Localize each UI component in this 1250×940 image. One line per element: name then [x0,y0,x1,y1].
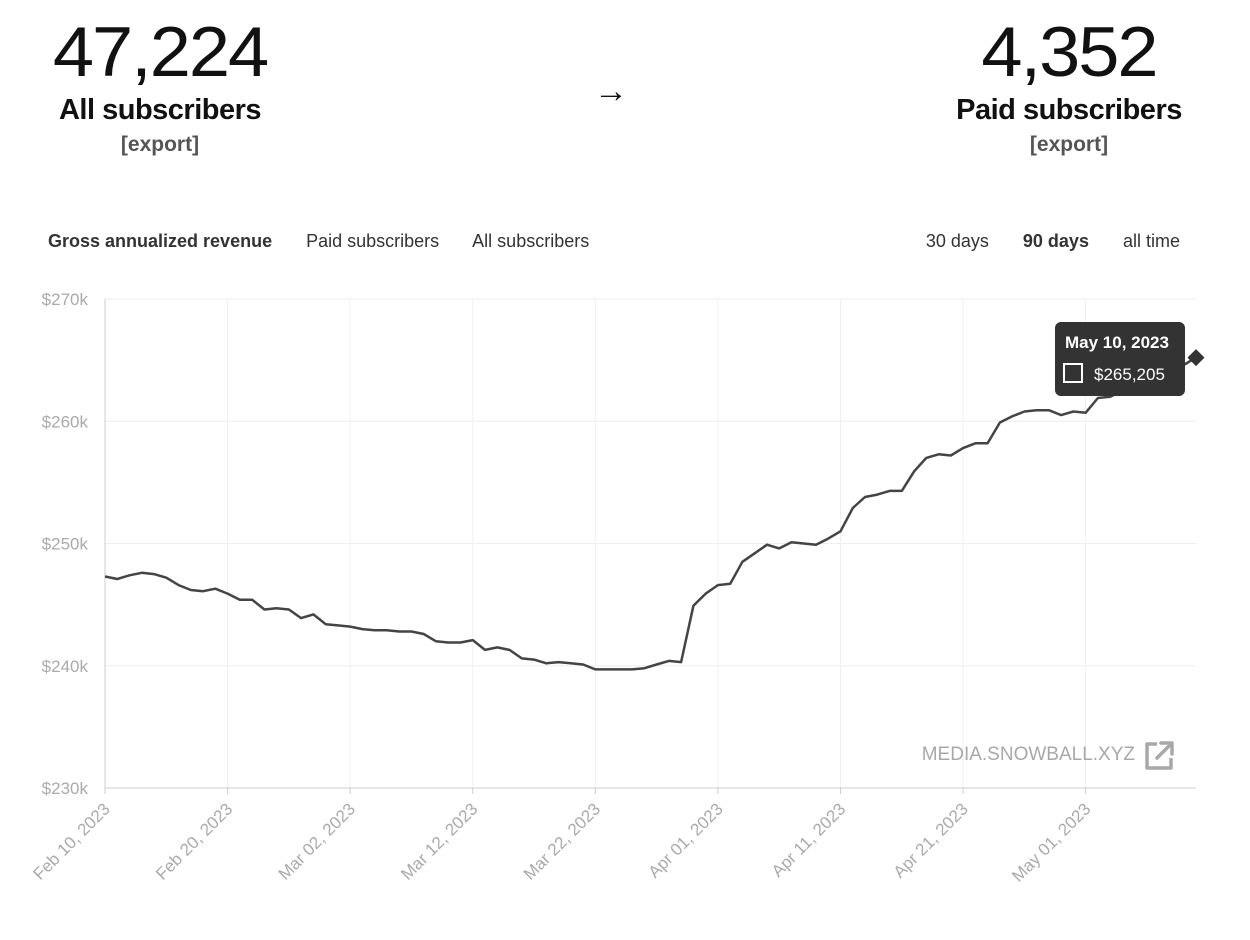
all-subscribers-count: 47,224 [52,12,269,91]
series-layer [104,349,1205,671]
range-all-time[interactable]: all time [1122,231,1180,251]
x-tick-label: Apr 21, 2023 [890,799,972,881]
x-tick-label: Mar 22, 2023 [520,799,604,883]
legend-square-icon [1063,363,1083,383]
x-tick-label: Feb 20, 2023 [152,799,236,883]
all-subscribers-label: All subscribers [58,94,262,126]
x-tick-label: May 01, 2023 [1008,799,1094,885]
paid-subscribers-label: Paid subscribers [956,94,1182,126]
hovered-point[interactable] [1187,349,1205,367]
range-90-days[interactable]: 90 days [1022,231,1089,251]
paid-subscribers-export-link[interactable]: [export] [1029,133,1109,156]
series-line[interactable] [104,356,1197,671]
watermark-text[interactable]: MEDIA.SNOWBALL.XYZ [922,744,1136,765]
tooltip-date: May 10, 2023 [1065,333,1169,352]
arrow-icon: → [594,72,628,110]
x-tick-label: Feb 10, 2023 [30,799,114,883]
y-tick-label: $240k [42,657,89,676]
y-tick-label: $270k [42,290,89,309]
tab-gross-annualized-revenue[interactable]: Gross annualized revenue [48,231,273,251]
tooltip-box [1055,322,1185,396]
revenue-line-chart[interactable]: $230k $240k $250k $260k $270k Feb 10, 2023 Feb… [0,280,1250,920]
range-30-days[interactable]: 30 days [925,231,989,251]
x-tick-label: Mar 02, 2023 [275,799,359,883]
paid-subscribers-stat: 4,352 Paid subscribers [export] [940,12,1198,162]
paid-subscribers-count: 4,352 [981,12,1158,91]
x-tick-label: Apr 11, 2023 [768,799,849,880]
tooltip: May 10, 2023 $265,205 [1055,322,1185,396]
metric-tabs: Gross annualized revenue Paid subscriber… [48,231,618,252]
all-subscribers-export-link[interactable]: [export] [120,133,200,156]
external-link-icon[interactable] [1145,741,1174,770]
y-tick-label: $250k [42,535,89,554]
x-tick-label: Mar 12, 2023 [397,799,481,883]
axes: $230k $240k $250k $260k $270k Feb 10, 2023 Feb… [30,290,1196,886]
watermark[interactable]: MEDIA.SNOWBALL.XYZ [922,741,1174,770]
tab-paid-subscribers[interactable]: Paid subscribers [306,231,440,251]
all-subscribers-stat: 47,224 All subscribers [export] [40,12,280,162]
x-tick-label: Apr 01, 2023 [644,799,726,881]
y-tick-label: $260k [42,412,89,431]
y-tick-label: $230k [42,779,89,798]
tooltip-value: $265,205 [1094,365,1165,384]
range-selector: 30 days 90 days all time [926,231,1180,252]
grid [104,298,1196,789]
tab-all-subscribers[interactable]: All subscribers [472,231,590,251]
